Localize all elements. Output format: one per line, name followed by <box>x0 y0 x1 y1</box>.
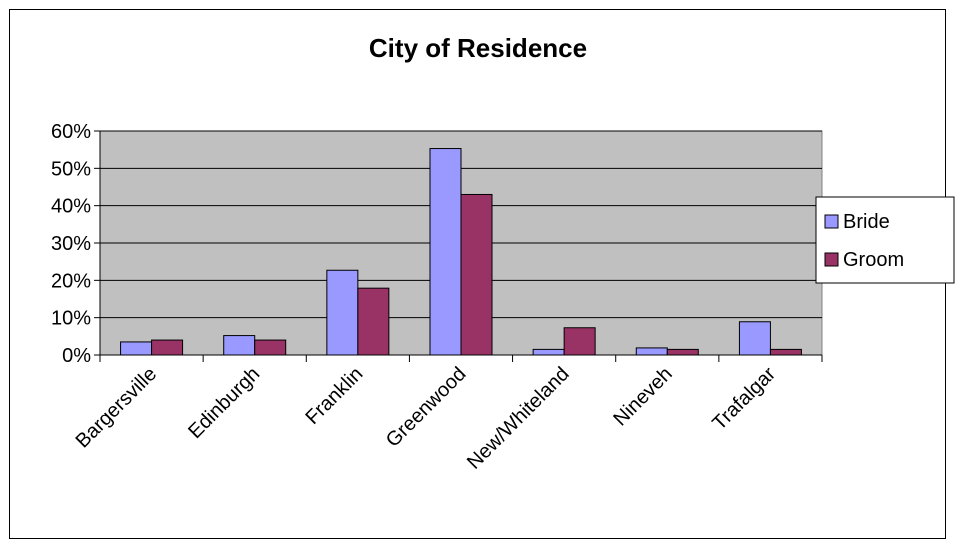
y-tick-label: 0% <box>62 345 91 367</box>
x-tick-label: Greenwood <box>382 363 471 452</box>
legend-swatch-groom <box>824 252 839 267</box>
x-tick-label: Trafalgar <box>708 363 780 435</box>
legend-label-bride: Bride <box>843 211 890 233</box>
x-tick-label: New/Whiteland <box>463 363 574 474</box>
y-tick-label: 30% <box>51 233 91 255</box>
bar-bride-nineveh <box>635 347 668 356</box>
x-tick-label: Franklin <box>302 363 368 429</box>
x-tick-label: Edinburgh <box>184 363 264 443</box>
legend: Bride Groom <box>815 196 955 284</box>
bar-groom-edinburgh <box>254 339 287 356</box>
chart-title: City of Residence <box>369 33 587 63</box>
y-tick-label: 40% <box>51 196 91 218</box>
y-tick-label: 20% <box>51 270 91 292</box>
legend-label-groom: Groom <box>843 249 904 271</box>
legend-swatch-bride <box>824 214 839 229</box>
bar-bride-trafalgar <box>738 321 771 356</box>
bar-groom-bargersville <box>151 339 184 356</box>
x-axis-ticks: Bargersville Edinburgh Franklin GreenwoodNe… <box>72 355 823 474</box>
bar-bride-edinburgh <box>223 335 256 356</box>
bar-bride-franklin <box>326 269 359 356</box>
bar-groom-trafalgar <box>769 348 802 356</box>
bar-groom-greenwood <box>460 193 493 356</box>
x-tick-label: Nineveh <box>609 363 676 430</box>
bar-groom-nineveh <box>666 348 699 356</box>
legend-box <box>815 196 955 284</box>
bar-bride-bargersville <box>120 341 153 356</box>
bar-groom-franklin <box>357 287 390 356</box>
y-tick-label: 50% <box>51 158 91 180</box>
y-tick-label: 60% <box>51 121 91 143</box>
y-tick-label: 10% <box>51 308 91 330</box>
bar-bride-greenwood <box>429 148 462 356</box>
bars <box>120 148 802 356</box>
bar-groom-new-whiteland <box>563 327 596 356</box>
x-tick-label: Bargersville <box>72 363 161 452</box>
y-axis-ticks: 0% 10% 20% 30% 40% 50% 60% <box>51 121 100 367</box>
bar-bride-new-whiteland <box>532 348 565 356</box>
